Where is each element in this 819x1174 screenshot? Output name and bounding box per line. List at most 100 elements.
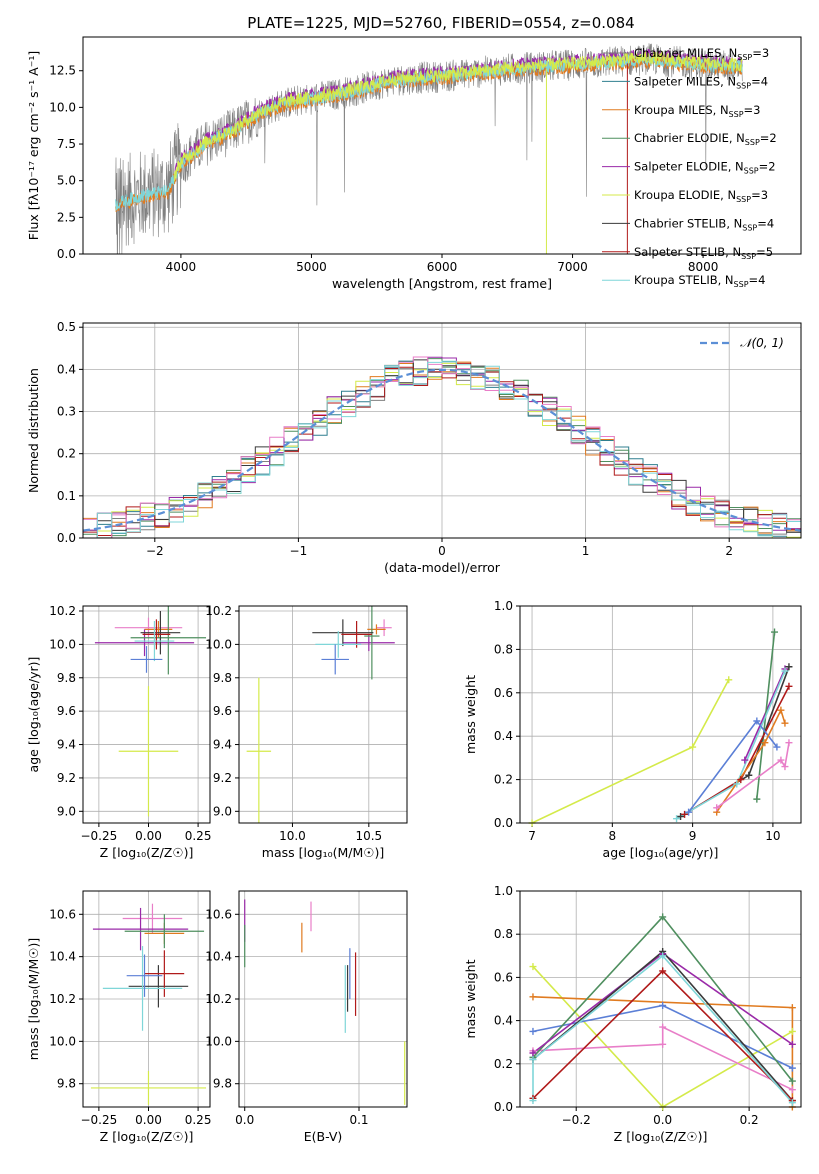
data-point: [745, 771, 753, 779]
y-tick-label: 9.2: [213, 771, 232, 785]
axes-frame: [82, 890, 211, 1108]
series-line: [532, 1025, 793, 1091]
data-point: [659, 1001, 667, 1009]
data-point: [529, 1055, 537, 1063]
y-tick-label: 7.5: [57, 137, 76, 151]
x-tick-label: 2: [725, 544, 733, 558]
series-line: [684, 685, 790, 815]
y-tick-label: 0.6: [494, 686, 513, 700]
legend-value: =2: [759, 160, 776, 174]
data-point: [659, 913, 667, 921]
y-tick-label: 10.0: [49, 100, 76, 114]
legend-entry: Salpeter MILES, NSSP=4: [634, 74, 768, 90]
axes-frame: [519, 605, 802, 824]
series-line: [744, 668, 786, 761]
y-tick-label: 0.1: [57, 489, 76, 503]
legend-entry: Chabrier ELODIE, NSSP=2: [634, 131, 777, 147]
y-tick-label: 0.0: [57, 531, 76, 545]
y-axis-label: Normed distribution: [26, 368, 41, 493]
x-tick-label: −2: [146, 544, 164, 558]
y-tick-label: 9.6: [57, 704, 76, 718]
data-point: [529, 1027, 537, 1035]
data-point: [753, 717, 761, 725]
x-axis-label: E(B-V): [304, 1129, 343, 1144]
plot-area: [90, 903, 207, 1105]
plot-area: [115, 43, 743, 254]
x-tick-label: 0.00: [135, 829, 162, 843]
y-tick-label: 0.4: [57, 362, 76, 376]
legend-value: =4: [749, 273, 766, 287]
y-tick-label: 9.2: [57, 771, 76, 785]
legend-value: =2: [760, 131, 777, 145]
y-tick-label: 0.8: [494, 927, 513, 941]
y-tick-label: 0.8: [494, 642, 513, 656]
axes-frame: [82, 322, 802, 539]
axes-frame: [82, 605, 211, 824]
y-tick-label: 0.6: [494, 970, 513, 984]
x-tick-label: 0: [438, 544, 446, 558]
y-axis-label: mass weight: [463, 959, 478, 1038]
legend-label: Salpeter MILES, N: [634, 74, 736, 88]
x-tick-label: 0.0: [235, 1113, 254, 1127]
panel-spectrum: 4000 5000 6000 7000 8000 0.0 2.5 5.0 7.5 10.0 12.5…: [26, 36, 802, 291]
panel-mass_vs_Z: −0.25 0.00 0.25 9.8 10.0 10.2 10.4 10.6 Z [log₁₀…: [26, 890, 211, 1144]
data-point: [685, 808, 693, 816]
x-tick-label: −0.25: [80, 829, 117, 843]
x-axis-label: Z [log₁₀(Z/Z☉)]: [614, 1129, 708, 1144]
panel-age_vs_Z: −0.25 0.00 0.25 9.0 9.2 9.4 9.6 9.8 10.0 10.2 Z [l…: [26, 604, 211, 860]
data-point: [659, 1040, 667, 1048]
y-tick-label: 1.0: [494, 599, 513, 613]
x-tick-label: 6000: [427, 260, 458, 274]
y-tick-label: 12.5: [49, 64, 76, 78]
y-tick-label: 0.0: [494, 816, 513, 830]
data-point: [788, 1064, 796, 1072]
y-axis-label: age [log₁₀(age/yr)]: [26, 657, 41, 773]
y-tick-label: 5.0: [57, 174, 76, 188]
y-tick-label: 0.2: [57, 447, 76, 461]
y-tick-label: 10.6: [49, 907, 76, 921]
panel-age_vs_mass: 10.0 10.5 9.0 9.2 9.4 9.6 9.8 10.0 10.2 mass [log…: [205, 604, 408, 860]
legend-entry: 𝒩(0, 1): [740, 336, 784, 350]
plot-area: [244, 899, 406, 1105]
y-tick-label: 10.2: [205, 992, 232, 1006]
x-axis-label: age [log₁₀(age/yr)]: [603, 845, 719, 860]
plot-area: [94, 606, 207, 817]
y-axis-label: Flux [fλ10⁻¹⁷ erg cm⁻² s⁻¹ A⁻¹]: [26, 51, 41, 240]
y-tick-label: 0.0: [494, 1100, 513, 1114]
x-axis-label: Z [log₁₀(Z/Z☉)]: [100, 845, 194, 860]
spectrum-model-kroupa-elodie: [173, 50, 743, 182]
x-tick-label: 10: [765, 829, 780, 843]
x-axis-label: wavelength [Angstrom, rest frame]: [332, 276, 552, 291]
y-tick-label: 9.8: [57, 671, 76, 685]
legend-entry: Salpeter STELIB, NSSP=5: [634, 245, 773, 261]
data-point: [785, 739, 793, 747]
legend-value: =3: [744, 103, 761, 117]
data-point: [659, 967, 667, 975]
legend-label: Kroupa MILES, N: [634, 103, 729, 117]
y-tick-label: 10.2: [49, 992, 76, 1006]
y-tick-label: 1.0: [494, 884, 513, 898]
y-tick-label: 10.6: [205, 907, 232, 921]
series-line: [532, 954, 793, 1104]
axes-frame: [519, 890, 802, 1108]
data-point: [777, 756, 785, 764]
legend-sub: SSP: [742, 223, 757, 232]
y-tick-label: 0.3: [57, 405, 76, 419]
data-point: [529, 1049, 537, 1057]
x-tick-label: 10.0: [279, 829, 306, 843]
legend-entry: Salpeter ELODIE, NSSP=2: [634, 160, 776, 176]
legend-label: Salpeter STELIB, N: [634, 245, 741, 259]
data-point: [788, 1027, 796, 1035]
y-tick-label: 9.8: [57, 1077, 76, 1091]
data-point: [733, 780, 741, 788]
y-tick-label: 0.4: [494, 1014, 513, 1028]
data-point: [788, 1099, 796, 1107]
axes-frame: [238, 605, 408, 824]
y-tick-label: 9.4: [57, 738, 76, 752]
x-tick-label: 0.0: [653, 1113, 672, 1127]
y-tick-label: 10.4: [49, 950, 76, 964]
data-point: [659, 1023, 667, 1031]
y-tick-label: 10.0: [205, 1034, 232, 1048]
y-tick-label: 2.5: [57, 210, 76, 224]
